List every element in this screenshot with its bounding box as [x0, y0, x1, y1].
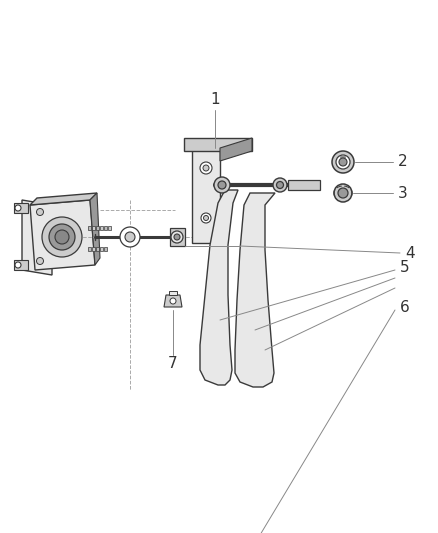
Polygon shape — [104, 226, 107, 230]
Circle shape — [174, 234, 180, 240]
Circle shape — [203, 165, 209, 171]
Text: 5: 5 — [400, 261, 410, 276]
Polygon shape — [88, 226, 91, 230]
Circle shape — [49, 224, 75, 250]
Circle shape — [15, 205, 21, 211]
Circle shape — [273, 178, 287, 192]
Polygon shape — [108, 226, 111, 230]
Polygon shape — [30, 193, 97, 205]
Circle shape — [15, 262, 21, 268]
Circle shape — [338, 188, 348, 198]
Polygon shape — [92, 226, 95, 230]
Polygon shape — [235, 193, 275, 387]
Polygon shape — [170, 228, 185, 246]
Text: 3: 3 — [398, 185, 408, 200]
Polygon shape — [100, 247, 103, 251]
Text: 6: 6 — [400, 301, 410, 316]
Polygon shape — [288, 180, 320, 190]
Circle shape — [171, 231, 183, 243]
Circle shape — [332, 151, 354, 173]
Circle shape — [36, 208, 43, 215]
Text: 7: 7 — [168, 356, 178, 370]
Circle shape — [200, 162, 212, 174]
Polygon shape — [14, 260, 28, 270]
Polygon shape — [14, 203, 28, 213]
Circle shape — [339, 158, 347, 166]
Circle shape — [276, 182, 283, 189]
Circle shape — [55, 230, 69, 244]
Polygon shape — [90, 193, 100, 265]
Circle shape — [36, 257, 43, 264]
Text: 1: 1 — [210, 93, 220, 108]
Text: 4: 4 — [405, 246, 415, 261]
Polygon shape — [88, 247, 91, 251]
Circle shape — [125, 232, 135, 242]
Polygon shape — [96, 226, 99, 230]
Circle shape — [204, 215, 208, 221]
Polygon shape — [22, 200, 52, 275]
Polygon shape — [184, 138, 252, 151]
Polygon shape — [104, 247, 107, 251]
Polygon shape — [92, 247, 95, 251]
Polygon shape — [220, 138, 252, 161]
Circle shape — [170, 298, 176, 304]
Circle shape — [120, 227, 140, 247]
Polygon shape — [192, 148, 220, 243]
Circle shape — [336, 155, 350, 169]
Polygon shape — [100, 226, 103, 230]
Circle shape — [201, 213, 211, 223]
Polygon shape — [30, 200, 95, 270]
Polygon shape — [164, 295, 182, 307]
Text: 2: 2 — [398, 155, 408, 169]
Circle shape — [218, 181, 226, 189]
Circle shape — [42, 217, 82, 257]
Circle shape — [214, 177, 230, 193]
Polygon shape — [169, 291, 177, 295]
Polygon shape — [200, 190, 238, 385]
Polygon shape — [96, 247, 99, 251]
Circle shape — [334, 184, 352, 202]
